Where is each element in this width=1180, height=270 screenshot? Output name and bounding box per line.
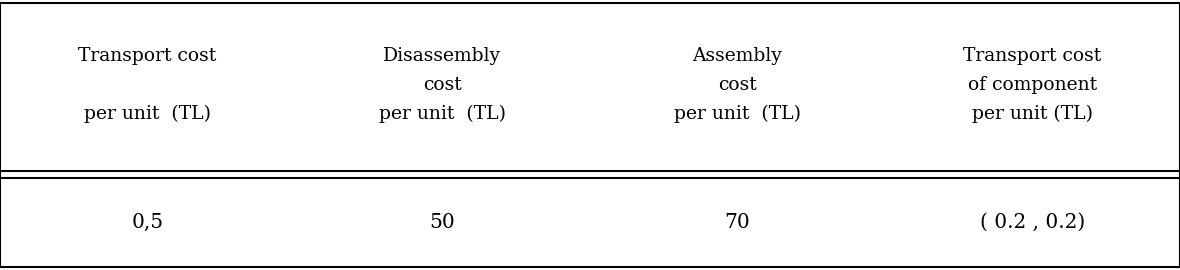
Text: Transport cost

per unit  (TL): Transport cost per unit (TL) (78, 47, 217, 123)
Text: Transport cost
of component
per unit (TL): Transport cost of component per unit (TL… (963, 47, 1102, 123)
Text: ( 0.2 , 0.2): ( 0.2 , 0.2) (979, 213, 1086, 232)
Text: 70: 70 (725, 213, 750, 232)
Text: Assembly
cost
per unit  (TL): Assembly cost per unit (TL) (674, 47, 801, 123)
Text: 50: 50 (430, 213, 455, 232)
Text: 0,5: 0,5 (131, 213, 164, 232)
Text: Disassembly
cost
per unit  (TL): Disassembly cost per unit (TL) (379, 47, 506, 123)
